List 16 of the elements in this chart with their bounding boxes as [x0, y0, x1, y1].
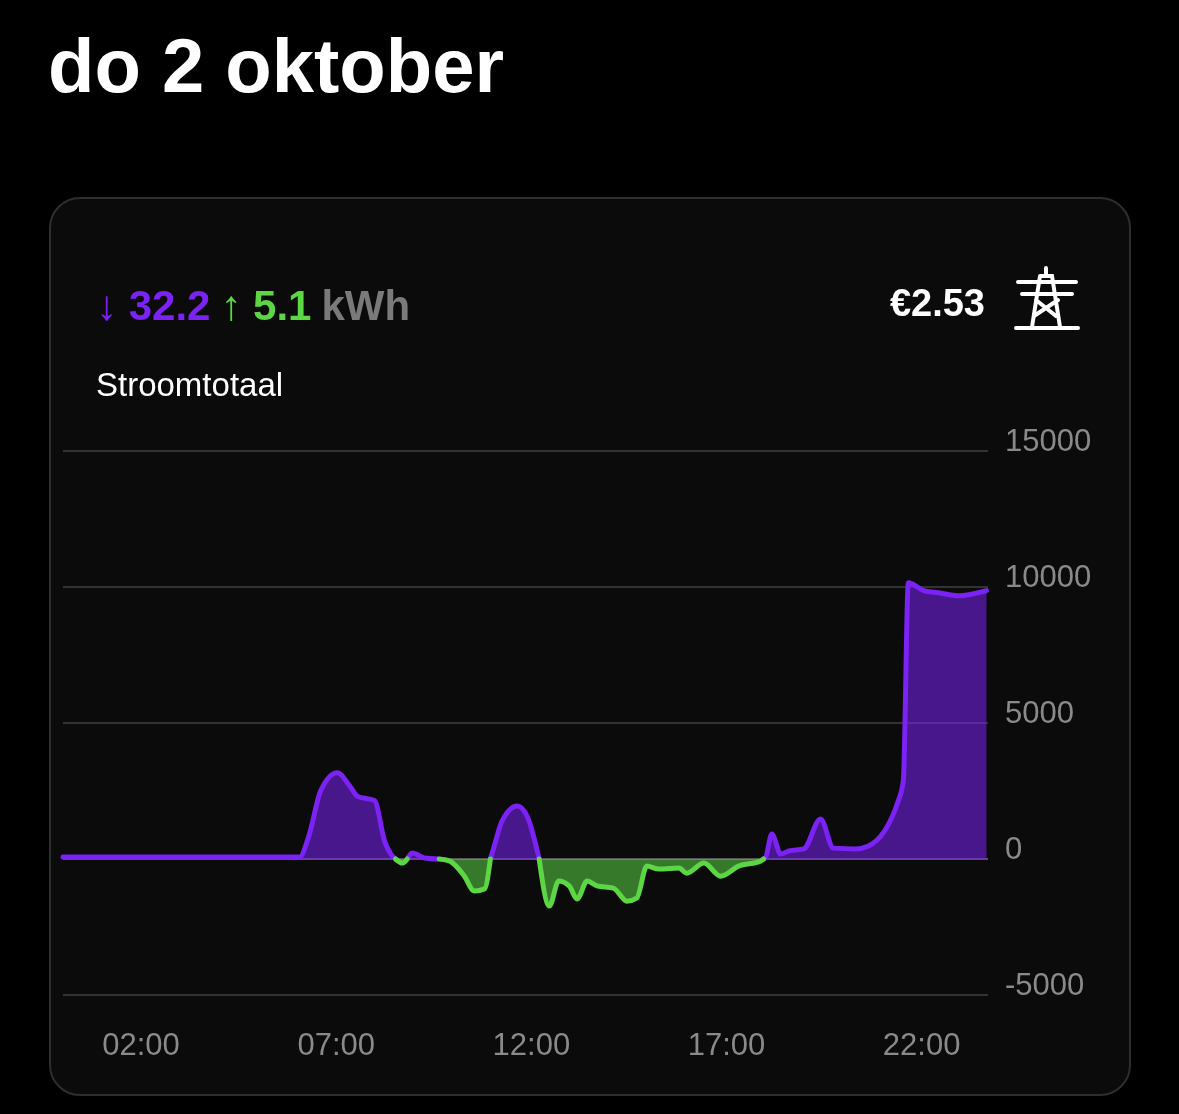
- x-tick-label: 02:00: [102, 1027, 180, 1063]
- y-tick-label: 5000: [1005, 695, 1074, 731]
- x-tick-label: 07:00: [297, 1027, 375, 1063]
- y-tick-label: 15000: [1005, 423, 1092, 459]
- y-tick-label: 10000: [1005, 559, 1092, 595]
- text: €2.53: [889, 282, 985, 324]
- y-tick-label: -5000: [1005, 967, 1085, 1003]
- y-tick-label: 0: [1005, 831, 1023, 867]
- text: kWh: [321, 282, 411, 329]
- x-tick-label: 12:00: [492, 1027, 571, 1063]
- chart-subtitle: Stroomtotaal: [96, 366, 284, 403]
- text: ↓ 32.2: [96, 282, 211, 329]
- text: ↑ 5.1: [220, 282, 312, 329]
- chart-title: do 2 oktober: [48, 23, 505, 108]
- x-tick-label: 22:00: [882, 1027, 961, 1063]
- x-tick-label: 17:00: [687, 1027, 766, 1063]
